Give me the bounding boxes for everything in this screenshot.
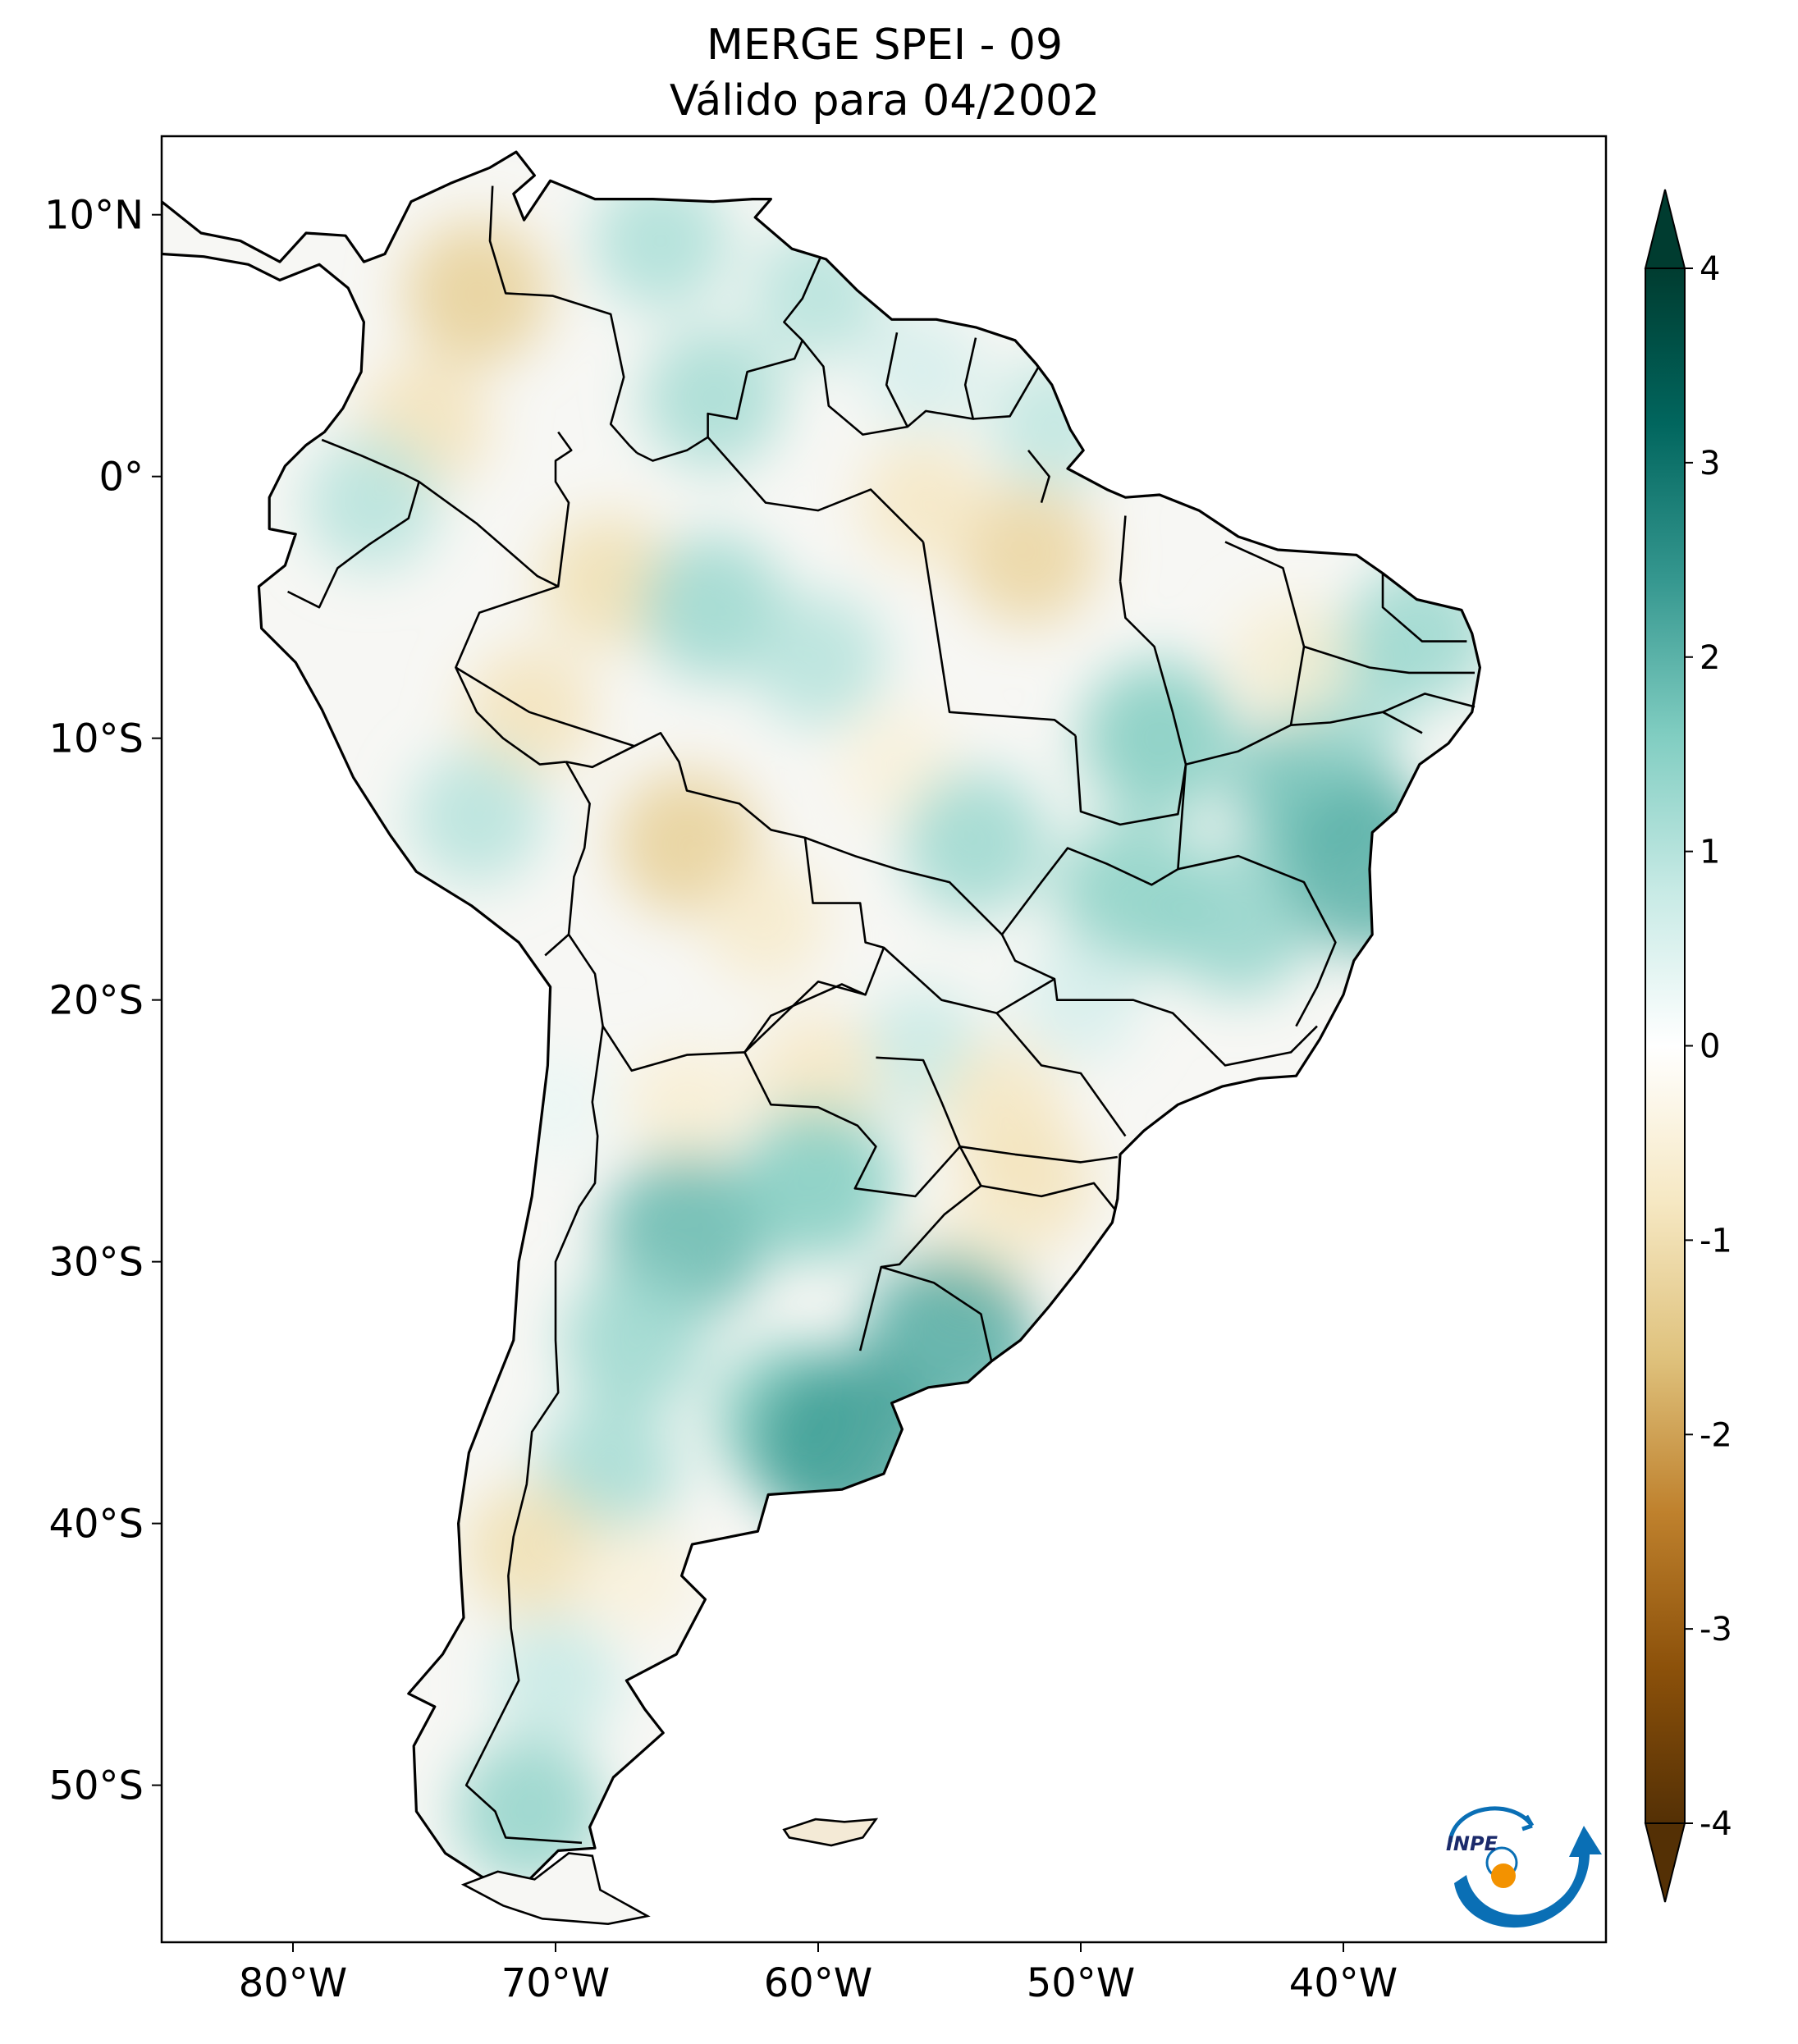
y-tick-label: 20°S — [48, 978, 144, 1024]
colorbar-extend-bottom — [1644, 1822, 1686, 1903]
border-line — [972, 366, 1040, 420]
colorbar-tick-label: 4 — [1700, 250, 1720, 288]
border-line — [959, 1145, 1118, 1164]
anomaly-cell — [455, 1736, 604, 1885]
x-tick-label: 70°W — [501, 1960, 611, 2006]
border-line — [995, 1012, 1127, 1137]
falkland-islands — [782, 1818, 879, 1847]
y-tick-label: 10°N — [44, 193, 144, 239]
anomaly-cell — [1164, 847, 1313, 996]
x-axis: 80°W 70°W 60°W 50°W 40°W — [239, 1942, 1398, 2006]
anomaly-cell — [703, 859, 828, 984]
border-line — [455, 666, 635, 748]
border-line — [1027, 449, 1050, 503]
colorbar-tick-label: -1 — [1700, 1222, 1732, 1260]
anomaly-cell — [492, 1616, 620, 1744]
colorbar-tick-label: 0 — [1700, 1028, 1720, 1066]
colorbar-body — [1645, 268, 1686, 1824]
border-line — [922, 542, 1077, 737]
logo-orbit-icon — [1448, 1806, 1535, 1843]
anomaly-cell — [903, 770, 1049, 916]
y-tick-label: 30°S — [48, 1240, 144, 1286]
inpe-logo: INPE — [1446, 1806, 1602, 1928]
anomaly-cell — [739, 1104, 897, 1262]
anomaly-cell — [859, 439, 987, 567]
x-tick-label: 50°W — [1027, 1960, 1136, 2006]
border-line — [287, 481, 420, 609]
anomaly-cell — [576, 1517, 693, 1635]
colorbar-tick-label: 1 — [1700, 834, 1720, 871]
anomaly-cell — [640, 534, 786, 680]
anomaly-cell — [957, 484, 1100, 626]
border-line — [1224, 541, 1306, 725]
border-line — [881, 1265, 993, 1362]
colorbar: 4 3 2 1 0 -1 -2 -3 -4 — [1644, 189, 1732, 1903]
anomaly-cell — [304, 435, 439, 570]
border-line — [1000, 764, 1318, 1067]
anomaly-cell — [1230, 599, 1352, 720]
anomaly-cell — [862, 311, 984, 432]
colorbar-ticks: 4 3 2 1 0 -1 -2 -3 -4 — [1685, 250, 1732, 1843]
border-line — [1381, 573, 1467, 642]
y-axis: 10°N 0° 10°S 20°S 30°S 40°S 50°S — [44, 193, 162, 1809]
border-line — [1185, 711, 1423, 766]
border-line — [565, 732, 885, 1054]
colorbar-tick-label: -4 — [1700, 1805, 1732, 1843]
anomaly-cell — [642, 327, 785, 469]
anomaly-cell — [462, 1482, 597, 1617]
anomaly-cell — [404, 220, 550, 366]
border-line — [981, 1182, 1116, 1210]
continent-outline — [162, 150, 1481, 1886]
border-line — [636, 256, 822, 462]
border-line — [1382, 693, 1475, 713]
chart-title-line-1: MERGE SPEI - 09 — [707, 21, 1063, 70]
anomaly-cell — [754, 1014, 882, 1142]
map-panel — [162, 136, 1606, 1942]
border-line — [883, 946, 1055, 1014]
logo-swoosh-icon — [1454, 1826, 1602, 1928]
y-tick-label: 40°S — [48, 1502, 144, 1548]
border-line — [804, 836, 1003, 935]
x-tick-label: 80°W — [239, 1960, 348, 2006]
logo-text: INPE — [1446, 1832, 1498, 1855]
anomaly-cell — [751, 592, 885, 727]
border-line — [1303, 645, 1475, 674]
logo-orange-dot-icon — [1491, 1863, 1516, 1888]
country-borders — [287, 185, 1475, 1845]
border-line — [488, 185, 638, 454]
map-frame — [160, 135, 1608, 1944]
colorbar-tick-label: 3 — [1700, 445, 1720, 482]
border-line — [544, 761, 591, 957]
tierra-del-fuego — [460, 1852, 651, 1926]
border-line — [455, 585, 566, 766]
anomaly-cell — [626, 1045, 748, 1165]
anomaly-cell — [591, 171, 730, 310]
colorbar-tick-label: -2 — [1700, 1416, 1732, 1454]
border-line — [743, 981, 866, 1054]
border-line — [464, 1026, 604, 1845]
colorbar-extend-top — [1644, 189, 1686, 269]
border-line — [707, 436, 924, 543]
x-tick-label: 60°W — [764, 1960, 873, 2006]
border-line — [1119, 515, 1127, 582]
border-line — [801, 332, 909, 436]
anomaly-cell — [409, 749, 544, 885]
colorbar-tick-label: -3 — [1700, 1611, 1732, 1648]
chart-title-line-2: Válido para 04/2002 — [670, 76, 1100, 126]
y-tick-label: 10°S — [48, 716, 144, 762]
anomaly-cell — [1081, 660, 1238, 816]
border-line — [321, 431, 573, 588]
y-tick-label: 0° — [98, 455, 144, 501]
y-tick-label: 50°S — [48, 1763, 144, 1809]
colorbar-tick-label: 2 — [1700, 639, 1720, 677]
anomaly-cell — [561, 1267, 707, 1413]
x-tick-label: 40°W — [1289, 1960, 1398, 2006]
border-line — [1178, 854, 1337, 1027]
